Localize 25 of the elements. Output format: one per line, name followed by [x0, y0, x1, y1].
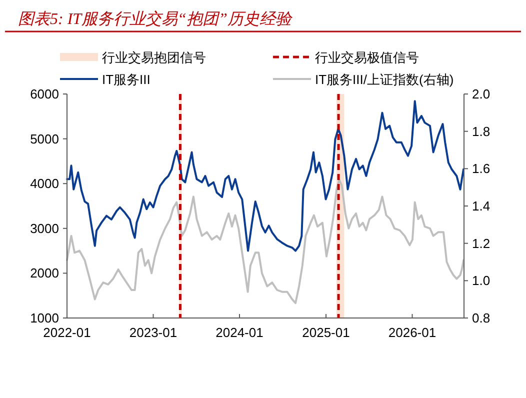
x-tick-label: 2022-01 — [43, 325, 91, 340]
y-tick-label: 3000 — [30, 220, 59, 236]
chart-title: 图表5: IT服务行业交易“抱团”历史经验 — [18, 10, 294, 28]
legend-label: IT服务III — [102, 72, 150, 87]
x-tick-label: 2026-01 — [388, 325, 436, 340]
y2-tick-label: 1.0 — [472, 273, 490, 288]
x-tick-label: 2024-01 — [216, 325, 264, 340]
y-tick-label: 5000 — [30, 131, 59, 146]
line-series — [66, 100, 465, 252]
y2-tick-label: 2.0 — [472, 86, 490, 102]
y-tick-label: 6000 — [30, 86, 59, 102]
y2-tick-label: 0.8 — [472, 310, 490, 326]
x-tick-label: 2025-01 — [302, 325, 350, 340]
y2-tick-label: 1.4 — [472, 198, 490, 214]
y-tick-label: 4000 — [30, 176, 59, 192]
y-tick-label: 2000 — [30, 266, 59, 281]
y2-tick-label: 1.2 — [472, 236, 490, 251]
y2-tick-label: 1.8 — [472, 124, 490, 139]
line-series — [66, 178, 465, 304]
legend-label: IT服务III/上证指数(右轴) — [315, 72, 454, 87]
y-tick-label: 1000 — [30, 310, 59, 326]
legend-label: 行业交易极值信号 — [315, 50, 419, 65]
x-tick-label: 2023-01 — [129, 325, 178, 340]
legend-label: 行业交易抱团信号 — [102, 50, 206, 65]
y2-tick-label: 1.6 — [472, 161, 490, 176]
